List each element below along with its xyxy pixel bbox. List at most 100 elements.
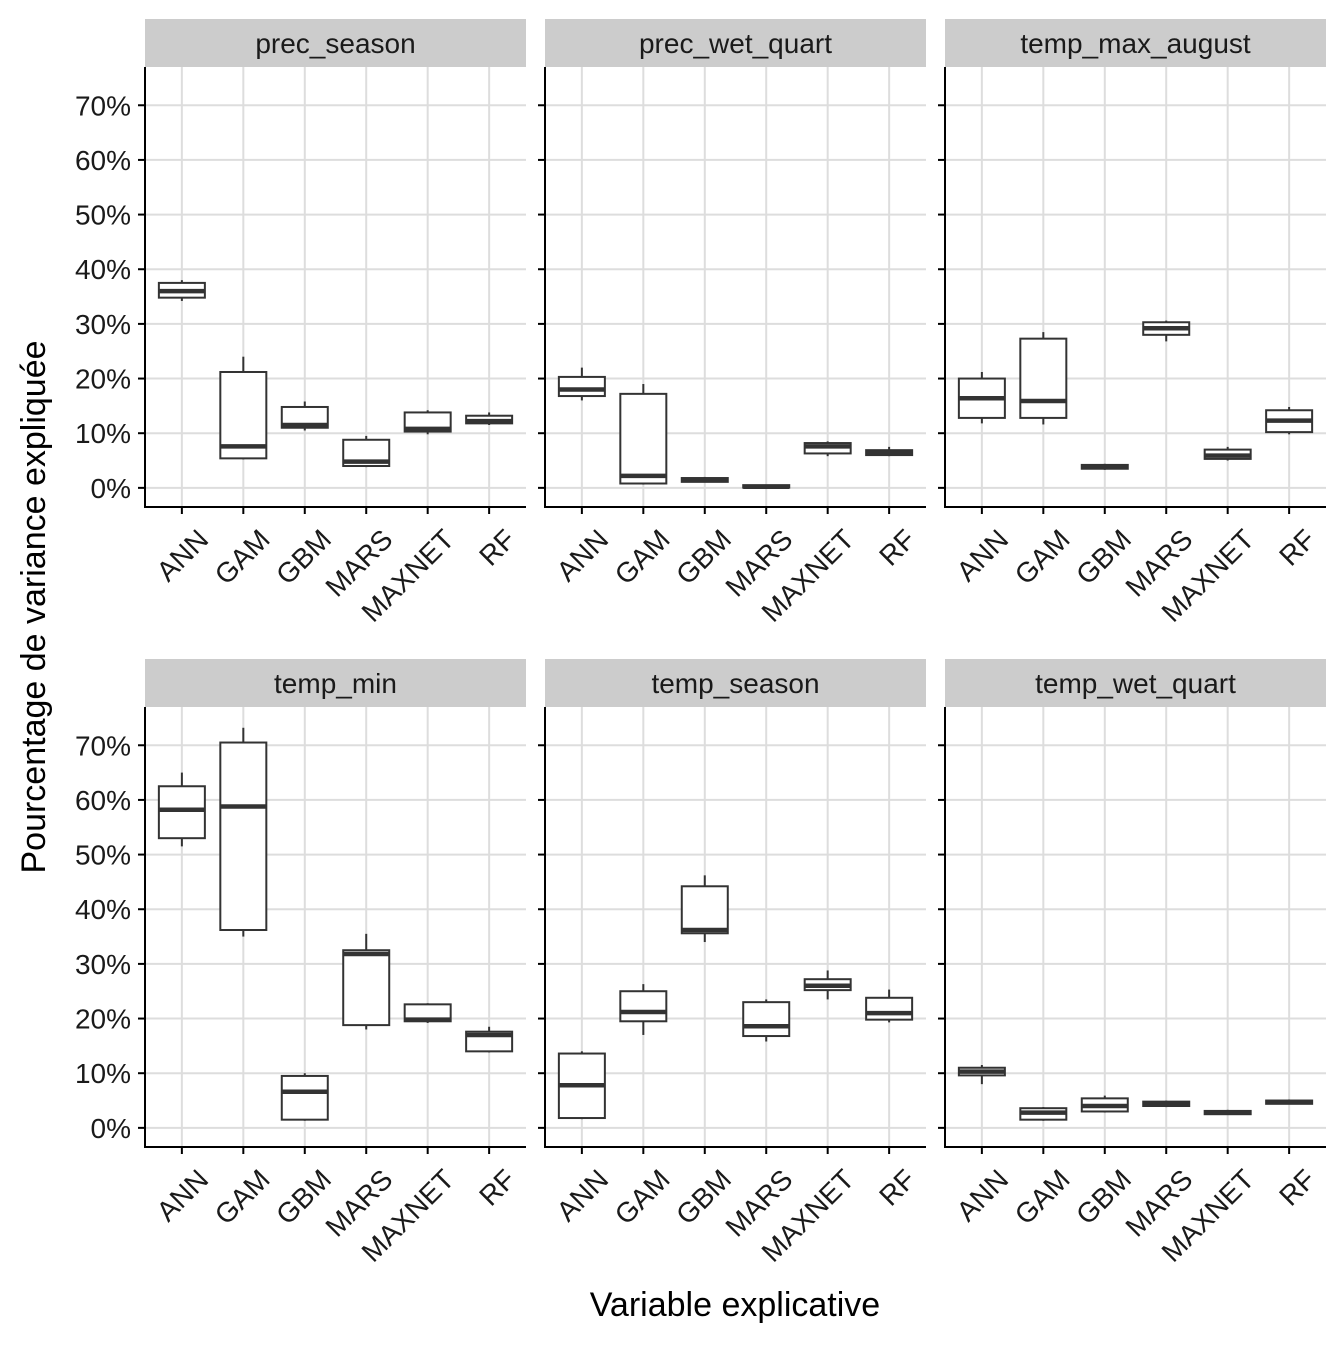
x-tick-label: RF [1273,523,1321,571]
x-tick-label: RF [473,1163,521,1211]
boxplot-gbm [1080,463,1129,470]
boxplot-gbm [280,401,329,431]
x-tick-label: ANN [151,1163,215,1227]
boxplot-gam [1019,332,1068,425]
y-tick-label: 70% [75,90,131,121]
boxplot-rf [865,989,914,1023]
facet-panel: temp_min0%10%20%30%40%50%60%70%ANNGAMGBM… [75,659,526,1268]
x-tick-label: GAM [209,523,276,590]
boxplot-gam [219,727,268,937]
boxplot-rf [1265,1099,1314,1105]
box-iqr [1019,337,1068,419]
boxplot-gbm [280,1073,329,1121]
y-tick-label: 70% [75,730,131,761]
facet-title: temp_max_august [1020,28,1251,59]
y-tick-label: 60% [75,785,131,816]
box-iqr [280,1074,329,1121]
box-iqr [742,1001,791,1038]
facet-strip [945,19,1326,67]
boxplot-rf [465,412,514,426]
x-tick-label: RF [873,1163,921,1211]
boxplot-mars [342,435,391,468]
boxplot-mars [742,484,791,490]
facet-title: temp_min [274,668,397,699]
boxplot-mars [1142,1100,1191,1108]
y-tick-label: 40% [75,894,131,925]
boxplot-mars [1142,320,1191,342]
x-tick-label: RF [873,523,921,571]
y-axis-title: Pourcentage de variance expliquée [15,340,53,873]
y-tick-label: 50% [75,840,131,871]
x-tick-label: RF [1273,1163,1321,1211]
x-tick-label: GAM [209,1163,276,1230]
x-tick-label: ANN [951,1163,1015,1227]
y-tick-label: 10% [75,418,131,449]
box-iqr [619,392,668,485]
boxplot-rf [865,446,914,457]
x-tick-label: ANN [951,523,1015,587]
box-iqr [157,785,206,840]
x-tick-label: ANN [551,523,615,587]
facet-title: prec_wet_quart [639,28,832,59]
facet-strip [145,19,526,67]
y-tick-label: 30% [75,949,131,980]
y-tick-label: 40% [75,254,131,285]
box-iqr [219,370,268,460]
boxplot-ann [157,280,206,301]
boxplot-gam [219,356,268,460]
y-tick-label: 10% [75,1058,131,1089]
x-tick-label: GAM [609,523,676,590]
box-iqr [680,885,729,935]
boxplot-rf [1265,406,1314,435]
x-tick-label: GAM [1009,1163,1076,1230]
x-tick-label: GAM [1009,523,1076,590]
boxplot-maxnet [803,970,852,1000]
boxplot-maxnet [1203,1109,1252,1116]
y-tick-label: 30% [75,309,131,340]
x-axis-title: Variable explicative [590,1286,880,1324]
boxplot-gam [619,984,668,1035]
boxplot-rf [465,1026,514,1053]
boxplot-gbm [1080,1095,1129,1113]
box-iqr [280,405,329,429]
boxplot-mars [342,933,391,1030]
box-iqr [619,990,668,1023]
y-tick-label: 0% [91,1113,131,1144]
boxplot-maxnet [403,1003,452,1023]
boxplot-ann [157,772,206,847]
boxplot-ann [557,367,606,401]
facet-strip [945,659,1326,707]
box-iqr [557,375,606,398]
boxplot-ann [557,1051,606,1120]
box-iqr [342,949,391,1027]
facet-title: temp_wet_quart [1035,668,1236,699]
y-tick-label: 20% [75,1004,131,1035]
y-tick-label: 50% [75,200,131,231]
x-tick-label: ANN [551,1163,615,1227]
facet-title: prec_season [255,28,415,59]
x-tick-label: GAM [609,1163,676,1230]
y-tick-label: 0% [91,473,131,504]
boxplot-maxnet [403,410,452,435]
boxplot-gbm [680,875,729,943]
facet-strip [545,19,926,67]
y-tick-label: 20% [75,364,131,395]
facet-strip [145,659,526,707]
box-iqr [219,741,268,932]
facet-strip [545,659,926,707]
boxplot-maxnet [803,441,852,457]
boxplot-ann [957,1065,1006,1085]
boxplot-gbm [680,476,729,483]
facet-title: temp_season [651,668,819,699]
x-tick-label: RF [473,523,521,571]
boxplot-maxnet [1203,446,1252,461]
x-tick-label: ANN [151,523,215,587]
box-iqr [865,996,914,1021]
boxplot-mars [742,999,791,1042]
y-tick-label: 60% [75,145,131,176]
